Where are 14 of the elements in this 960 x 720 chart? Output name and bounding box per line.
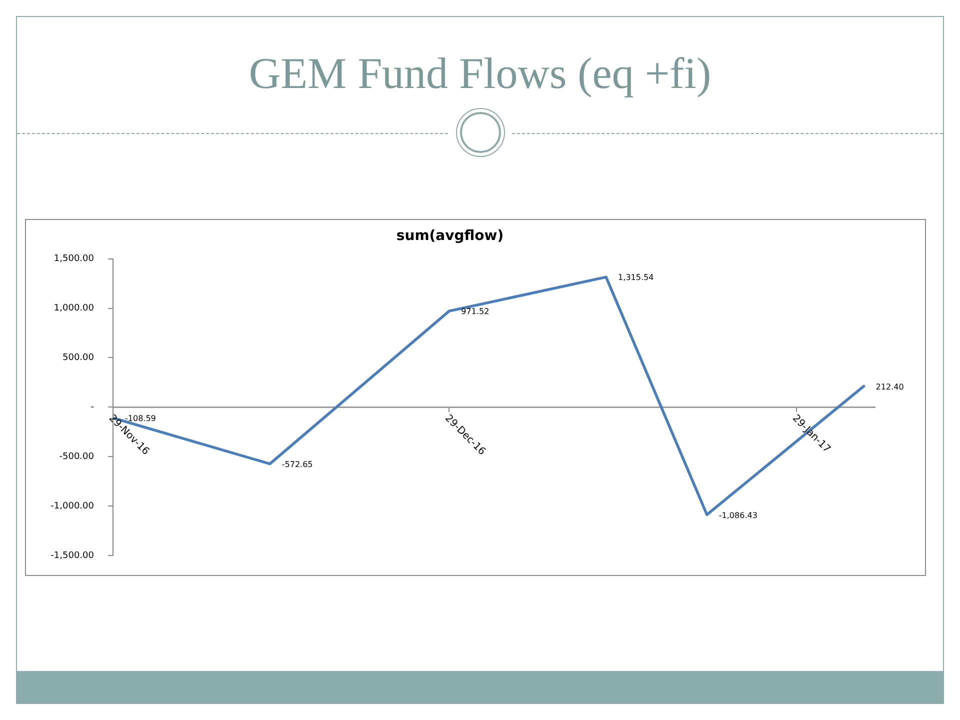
y-tick-label: -1,000.00 (50, 501, 94, 512)
chart-subtitle: sum(avgflow) (396, 228, 504, 244)
data-label: -1,086.43 (718, 510, 758, 520)
data-label: 971.52 (461, 307, 490, 316)
data-label: -572.65 (282, 460, 313, 469)
data-label: 212.40 (876, 382, 904, 392)
y-tick-label: 500.00 (62, 353, 94, 364)
y-tick-label: -1,500.00 (50, 550, 94, 561)
chart-title: GEM Fund Flows (eq +fi) (248, 48, 712, 100)
data-label: 1,315.54 (618, 273, 654, 282)
y-tick-label: - (90, 402, 94, 413)
y-tick-label: 1,500.00 (54, 254, 94, 264)
y-tick-label: -500.00 (59, 452, 94, 462)
y-tick-label: 1,000.00 (54, 304, 94, 314)
